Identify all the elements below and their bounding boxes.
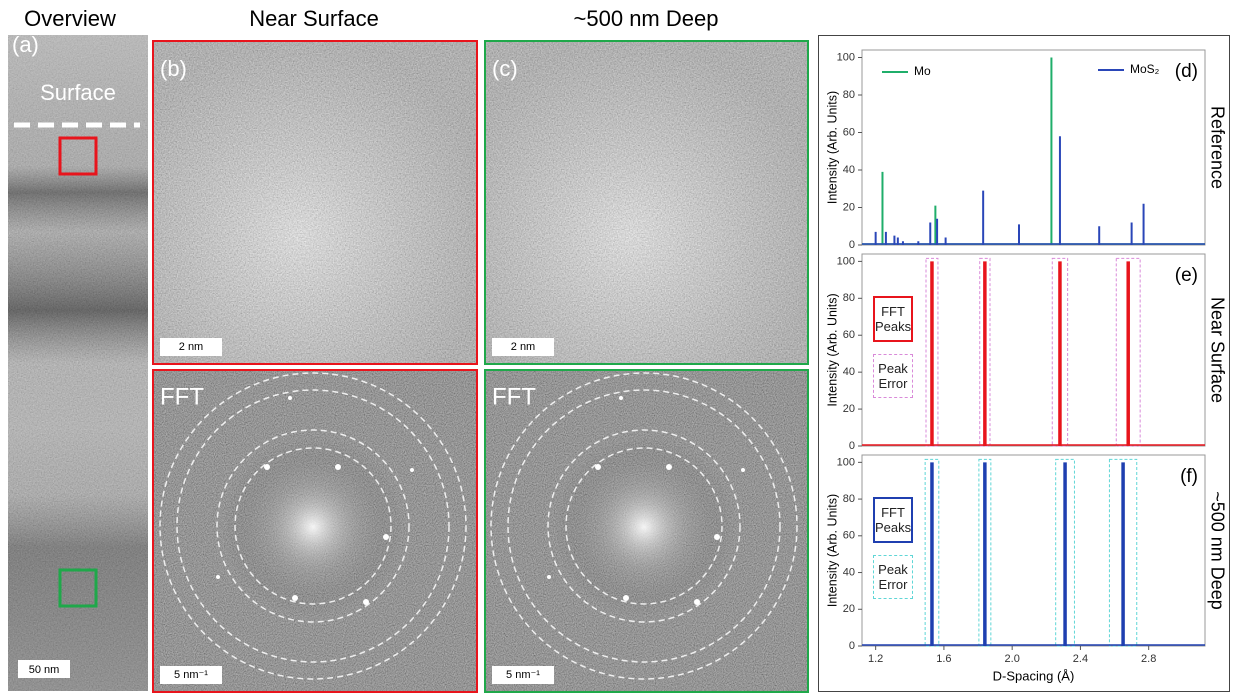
x-tick-label: 1.2: [868, 653, 883, 665]
peak-error: [978, 458, 992, 647]
y-tick-label: 100: [837, 456, 855, 468]
heading: Overview: [24, 6, 116, 31]
y-tick-label: 60: [843, 530, 855, 542]
x-tick-label: 2.4: [1073, 653, 1088, 665]
panel-label: (a): [12, 32, 39, 57]
x-tick-label: 1.6: [936, 653, 951, 665]
y-tick-label: 0: [849, 239, 855, 251]
y-tick-label: 20: [843, 403, 855, 415]
side-label: Reference: [1207, 106, 1227, 189]
y-tick-label: 0: [849, 440, 855, 452]
y-axis-label: Intensity (Arb. Units): [825, 293, 839, 406]
y-tick-label: 100: [837, 255, 855, 267]
legend-text: FFT Peaks: [873, 497, 913, 543]
panel-label: (d): [1175, 61, 1198, 82]
panel-label: (e): [1175, 265, 1198, 286]
peak-error: [1115, 257, 1141, 447]
legend-text: Peak Error: [873, 555, 913, 599]
scale-bar: 5 nm⁻¹: [174, 669, 208, 681]
panel-label: (b): [160, 56, 187, 81]
y-tick-label: 60: [843, 126, 855, 138]
y-tick-label: 80: [843, 493, 855, 505]
x-axis-label: D-Spacing (Å): [993, 668, 1075, 683]
fft-image: [152, 369, 478, 693]
legend-label: MoS₂: [1130, 62, 1160, 76]
y-axis-label: Intensity (Arb. Units): [825, 91, 839, 204]
scale-bar: 50 nm: [29, 664, 60, 676]
fft-label: FFT: [160, 383, 204, 410]
y-tick-label: 40: [843, 366, 855, 378]
side-label: Near Surface: [1207, 297, 1227, 403]
hrtem-image: [152, 40, 478, 365]
x-tick-label: 2.8: [1141, 653, 1156, 665]
y-axis-label: Intensity (Arb. Units): [825, 494, 839, 607]
y-tick-label: 40: [843, 164, 855, 176]
legend-text: FFT Peaks: [873, 296, 913, 342]
panel-label: (c): [492, 56, 518, 81]
panel-label: (f): [1180, 466, 1198, 487]
scale-bar: 5 nm⁻¹: [506, 669, 540, 681]
heading: ~500 nm Deep: [574, 6, 719, 31]
legend-item: FFT Peaks: [873, 296, 913, 342]
fft-label: FFT: [492, 383, 536, 410]
y-tick-label: 100: [837, 51, 855, 63]
legend-text: Peak Error: [873, 354, 913, 398]
legend-item: Peak Error: [873, 555, 913, 599]
side-label: ~500 nm Deep: [1207, 491, 1227, 610]
x-tick-label: 2.0: [1005, 653, 1020, 665]
legend-item: Peak Error: [873, 354, 913, 398]
y-tick-label: 0: [849, 640, 855, 652]
overview-image: [8, 35, 148, 691]
plot-area: [861, 49, 1206, 246]
y-tick-label: 80: [843, 89, 855, 101]
peak-error: [1055, 458, 1075, 647]
legend-item: FFT Peaks: [873, 497, 913, 543]
scale-bar: 2 nm: [179, 341, 203, 353]
y-tick-label: 40: [843, 566, 855, 578]
chart-frame: [818, 35, 1230, 692]
hrtem-image: [484, 40, 809, 365]
y-tick-label: 60: [843, 329, 855, 341]
plot-area: [861, 454, 1206, 647]
fft-image: [484, 369, 809, 693]
plot-area: [861, 253, 1206, 447]
scale-bar: 2 nm: [511, 341, 535, 353]
heading: Near Surface: [249, 6, 379, 31]
surface-label: Surface: [40, 80, 116, 105]
y-tick-label: 80: [843, 292, 855, 304]
y-tick-label: 20: [843, 201, 855, 213]
legend-label: Mo: [914, 64, 931, 78]
y-tick-label: 20: [843, 603, 855, 615]
